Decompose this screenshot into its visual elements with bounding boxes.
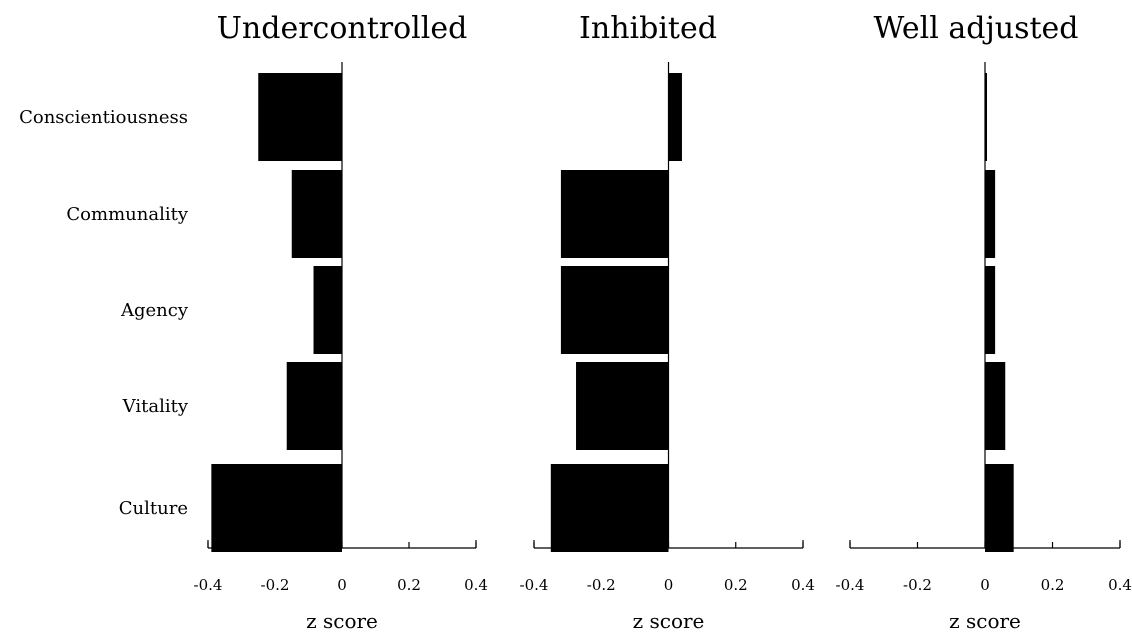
bar-vitality [985,362,1006,450]
bar-conscientiousness [258,73,342,161]
category-label-vitality: Vitality [122,396,189,417]
bar-conscientiousness [985,73,987,161]
x-tick-label: 0.2 [1041,576,1065,594]
x-tick-label: -0.2 [903,576,932,594]
bar-agency [560,266,669,354]
x-tick-label: 0 [980,576,990,594]
x-tick-label: -0.4 [194,576,223,594]
category-label-communality: Communality [66,204,188,225]
x-tick-label: 0.4 [791,576,815,594]
category-label-culture: Culture [119,498,188,519]
x-axis-label: z score [949,609,1021,633]
x-tick-label: 0.4 [464,576,488,594]
panel-title: Well adjusted [874,11,1079,46]
x-tick-label: 0.4 [1108,576,1132,594]
x-axis-label: z score [306,609,378,633]
x-tick-label: 0.2 [724,576,748,594]
bar-culture [985,464,1014,552]
bar-culture [550,464,669,552]
bar-agency [985,266,996,354]
bar-communality [291,170,342,258]
x-tick-label: -0.4 [836,576,865,594]
x-tick-label: 0 [337,576,347,594]
bar-agency [313,266,342,354]
bar-communality [985,170,996,258]
bar-culture [211,464,342,552]
panel-title: Inhibited [579,11,717,46]
bar-vitality [286,362,342,450]
bar-vitality [576,362,669,450]
x-axis-label: z score [633,609,705,633]
x-tick-label: 0.2 [397,576,421,594]
x-tick-label: 0 [664,576,674,594]
category-label-agency: Agency [120,300,189,321]
bar-communality [560,170,669,258]
x-tick-label: -0.2 [261,576,290,594]
bar-conscientiousness [668,73,682,161]
panel-title: Undercontrolled [217,11,468,46]
x-tick-label: -0.2 [587,576,616,594]
category-label-conscientiousness: Conscientiousness [19,107,188,128]
x-tick-label: -0.4 [520,576,549,594]
